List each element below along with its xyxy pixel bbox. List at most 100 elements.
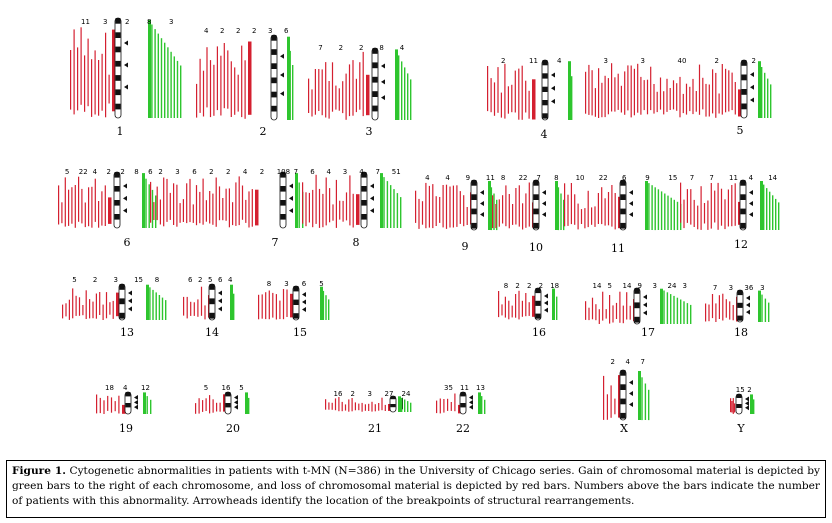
gain-bar bbox=[146, 396, 148, 414]
breakpoint-arrowhead bbox=[629, 391, 633, 396]
loss-bar bbox=[82, 305, 84, 316]
loss-bar bbox=[354, 402, 356, 411]
loss-bar bbox=[331, 402, 333, 410]
loss-bar bbox=[195, 403, 197, 414]
gain-bar bbox=[638, 371, 641, 420]
loss-bar bbox=[610, 385, 612, 418]
chromosome-band bbox=[372, 76, 378, 83]
chromosome-band bbox=[736, 394, 742, 398]
breakpoint-arrowhead bbox=[289, 195, 293, 201]
loss-bar bbox=[198, 398, 200, 414]
breakpoint-arrowhead bbox=[480, 201, 484, 206]
loss-bar bbox=[238, 176, 240, 226]
chromosome-band bbox=[119, 284, 125, 290]
abnormality-count: 7 bbox=[536, 174, 540, 182]
chromosome-band bbox=[741, 60, 747, 66]
gain-bar bbox=[657, 189, 660, 230]
loss-bar bbox=[358, 403, 360, 411]
loss-bar bbox=[72, 288, 74, 319]
abnormality-count: 3 bbox=[760, 284, 764, 292]
gain-bar bbox=[395, 49, 398, 120]
chromosome-band bbox=[115, 89, 121, 96]
breakpoint-arrowhead bbox=[469, 399, 473, 405]
breakpoint-arrowhead bbox=[469, 404, 473, 410]
loss-bar bbox=[666, 78, 668, 112]
loss-bar bbox=[183, 296, 185, 316]
loss-bar bbox=[725, 68, 727, 113]
chromosome-band bbox=[372, 62, 378, 69]
loss-bar bbox=[511, 305, 513, 318]
loss-bar bbox=[703, 203, 706, 224]
breakpoint-arrowhead bbox=[750, 97, 754, 103]
breakpoint-arrowhead bbox=[218, 298, 222, 304]
loss-bar bbox=[156, 186, 158, 221]
abnormality-count: 5 bbox=[608, 282, 612, 290]
breakpoint-arrowhead bbox=[551, 72, 555, 78]
loss-bar bbox=[114, 401, 116, 412]
chromosome-band bbox=[114, 172, 120, 178]
abnormality-count: 8 bbox=[379, 44, 383, 52]
loss-bar bbox=[331, 62, 334, 112]
gain-bar bbox=[778, 202, 780, 230]
gain-bar bbox=[680, 299, 682, 324]
loss-bar bbox=[107, 395, 109, 411]
abnormality-count: 11 bbox=[529, 57, 538, 65]
loss-bar bbox=[325, 62, 327, 118]
loss-bar bbox=[279, 300, 281, 320]
gain-bar bbox=[571, 76, 573, 120]
gain-bar bbox=[393, 189, 395, 228]
loss-bar bbox=[514, 70, 516, 113]
abnormality-count: 4 bbox=[327, 168, 332, 176]
breakpoint-arrowhead bbox=[542, 212, 546, 217]
loss-bar bbox=[348, 64, 351, 117]
loss-bar bbox=[712, 69, 714, 114]
loss-bar bbox=[362, 51, 364, 117]
loss-bar bbox=[567, 194, 569, 226]
loss-bar bbox=[105, 32, 107, 118]
gain-bar bbox=[766, 188, 768, 230]
loss-bar bbox=[195, 185, 198, 226]
abnormality-count: 12 bbox=[141, 384, 150, 392]
breakpoint-arrowhead bbox=[234, 404, 238, 410]
chromosome-band bbox=[471, 222, 477, 229]
chromosome-band bbox=[280, 172, 286, 178]
abnormality-count: 6 bbox=[310, 168, 315, 176]
chromosome-band bbox=[271, 63, 277, 69]
loss-bar bbox=[98, 201, 100, 228]
loss-bar bbox=[487, 66, 489, 112]
loss-bar bbox=[265, 292, 267, 320]
gain-bar bbox=[651, 185, 653, 230]
loss-bar bbox=[209, 395, 211, 414]
chromosome-band bbox=[620, 398, 626, 405]
loss-bar bbox=[352, 193, 354, 228]
breakpoint-arrowhead bbox=[746, 295, 750, 301]
loss-bar bbox=[258, 294, 260, 320]
gain-bar bbox=[641, 377, 643, 421]
loss-bar bbox=[341, 401, 343, 412]
loss-bar bbox=[202, 70, 205, 117]
breakpoint-arrowhead bbox=[749, 212, 753, 217]
abnormality-count: 27 bbox=[385, 390, 394, 398]
loss-bar bbox=[532, 79, 536, 120]
breakpoint-arrowhead bbox=[544, 300, 548, 306]
breakpoint-arrowhead bbox=[551, 85, 555, 91]
loss-bar bbox=[364, 404, 366, 411]
loss-bar bbox=[205, 398, 207, 411]
gain-bar bbox=[143, 392, 146, 414]
loss-bar bbox=[439, 197, 441, 223]
abnormality-count: 8 bbox=[147, 18, 151, 26]
loss-bar bbox=[348, 399, 350, 412]
abnormality-count: 2 bbox=[93, 276, 97, 284]
breakpoint-arrowhead bbox=[134, 399, 138, 405]
loss-bar bbox=[698, 64, 701, 115]
abnormality-count: 9 bbox=[645, 174, 649, 182]
chromosome-band bbox=[471, 194, 477, 200]
loss-bar bbox=[612, 305, 614, 323]
loss-bar bbox=[94, 50, 96, 115]
loss-bar bbox=[225, 188, 227, 221]
loss-bar bbox=[730, 398, 732, 413]
loss-bar bbox=[248, 41, 252, 115]
abnormality-count: 18 bbox=[105, 384, 114, 392]
abnormality-count: 7 bbox=[294, 168, 298, 176]
gain-bar bbox=[245, 392, 248, 414]
